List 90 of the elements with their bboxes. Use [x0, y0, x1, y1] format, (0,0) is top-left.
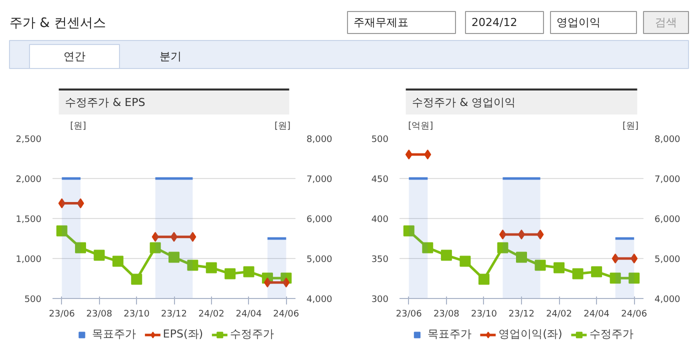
- point: [112, 256, 124, 267]
- point: [131, 274, 142, 285]
- point: [591, 266, 602, 278]
- y-tick-label: 450: [371, 175, 389, 185]
- point: [58, 198, 66, 208]
- x-tick-label: 24/04: [584, 310, 610, 320]
- y2-axis-title: [원]: [274, 122, 291, 132]
- point: [440, 250, 452, 261]
- point: [422, 242, 434, 254]
- point: [628, 272, 640, 284]
- point: [478, 274, 490, 285]
- text: 주가 & 컨센서스: [10, 16, 106, 31]
- point: [518, 230, 525, 240]
- y-tick-label: 500: [24, 295, 42, 305]
- x-tick-label: 24/04: [236, 310, 262, 320]
- point: [403, 225, 414, 236]
- point: [150, 242, 161, 254]
- point: [187, 260, 198, 271]
- point: [405, 150, 412, 160]
- point: [264, 278, 271, 288]
- y2-tick-label: 8,000: [306, 135, 333, 145]
- point: [77, 198, 84, 208]
- point: [534, 260, 546, 271]
- y2-tick-label: 4,000: [654, 295, 681, 305]
- text: 분기: [160, 50, 182, 63]
- point: [630, 254, 638, 264]
- text: 영업이익: [556, 16, 600, 29]
- point: [610, 272, 621, 284]
- x-tick-label: 24/02: [546, 310, 572, 320]
- x-tick-label: 23/10: [124, 310, 150, 320]
- y-tick-label: 2,000: [16, 175, 42, 185]
- point: [497, 242, 508, 254]
- text: 2024/12: [472, 16, 518, 29]
- y-tick-label: 300: [371, 295, 389, 305]
- x-tick-label: 23/12: [161, 310, 187, 320]
- point: [612, 254, 619, 264]
- point: [243, 266, 254, 278]
- point: [189, 232, 196, 242]
- x-tick-label: 24/02: [198, 310, 224, 320]
- point: [536, 230, 544, 240]
- x-tick-label: 23/06: [396, 310, 422, 320]
- chart-title: 수정주가 & 영업이익: [412, 96, 516, 109]
- point: [282, 278, 290, 288]
- point: [56, 225, 68, 236]
- point: [206, 262, 217, 274]
- point: [572, 268, 584, 280]
- y-tick-label: 400: [371, 215, 389, 225]
- point: [460, 256, 471, 267]
- x-tick-label: 23/12: [508, 310, 534, 320]
- point: [94, 250, 105, 261]
- point: [554, 262, 565, 274]
- text: 주재무제표: [354, 16, 408, 29]
- x-tick-label: 23/08: [433, 310, 460, 320]
- x-tick-label: 24/06: [273, 310, 300, 320]
- point: [75, 242, 86, 254]
- x-tick-label: 23/10: [470, 310, 498, 320]
- point: [168, 252, 180, 263]
- y2-tick-label: 5,000: [654, 255, 681, 265]
- point: [499, 230, 506, 240]
- text: 검색: [655, 16, 677, 29]
- y-tick-label: 350: [371, 255, 389, 265]
- x-tick-label: 23/06: [48, 310, 76, 320]
- legend-label: EPS(좌): [162, 326, 204, 342]
- legend-label: 목표주가: [428, 326, 472, 342]
- y2-tick-label: 7,000: [654, 175, 681, 185]
- x-tick-label: 24/06: [621, 310, 648, 320]
- y2-axis-title: [원]: [622, 122, 638, 132]
- y-tick-label: 2,500: [16, 135, 42, 145]
- legend-label: 수정주가: [230, 326, 274, 342]
- y2-tick-label: 6,000: [654, 215, 681, 225]
- y-axis-title: [원]: [70, 122, 86, 132]
- y-tick-label: 500: [371, 135, 389, 145]
- point: [224, 268, 236, 280]
- chart-title: 수정주가 & EPS: [65, 96, 146, 109]
- text: 연간: [64, 50, 86, 63]
- y-axis-title: [억원]: [408, 122, 434, 132]
- legend-label: 목표주가: [92, 326, 136, 342]
- point: [152, 232, 159, 242]
- legend-label: 영업이익(좌): [498, 326, 562, 342]
- y2-tick-label: 5,000: [306, 255, 333, 265]
- y2-tick-label: 7,000: [306, 175, 333, 185]
- legend-label: 수정주가: [589, 326, 634, 342]
- point: [516, 252, 527, 263]
- y-tick-label: 1,500: [16, 215, 42, 225]
- point: [424, 150, 432, 160]
- y2-tick-label: 4,000: [306, 295, 333, 305]
- y-tick-label: 1,000: [16, 255, 42, 265]
- y2-tick-label: 6,000: [306, 215, 333, 225]
- y2-tick-label: 8,000: [654, 135, 681, 145]
- x-tick-label: 23/08: [86, 310, 112, 320]
